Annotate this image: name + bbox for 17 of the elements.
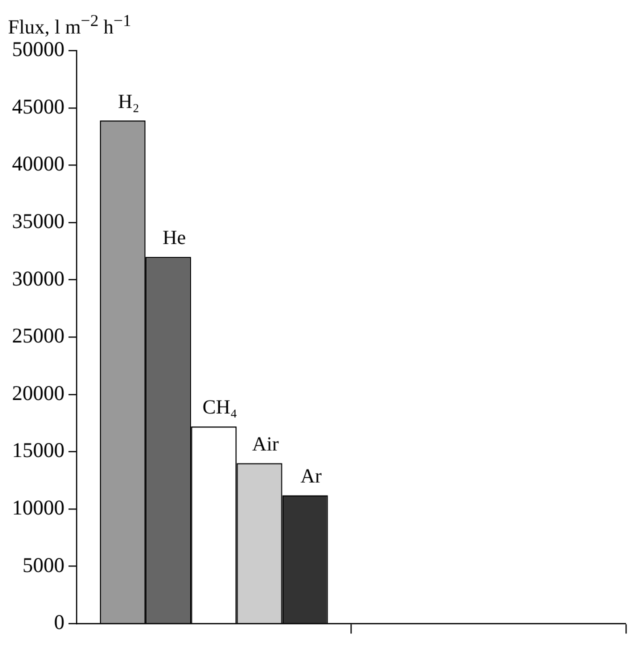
y-tick-label: 15000 <box>12 438 64 462</box>
y-tick-label: 40000 <box>12 152 64 176</box>
y-tick-label: 45000 <box>12 94 64 118</box>
series-label: He <box>162 227 186 250</box>
series-label: H₂ <box>118 90 140 113</box>
y-tick-label: 50000 <box>12 37 64 62</box>
series-label: Ar <box>300 466 322 488</box>
y-axis-title: Flux, l m$^{−2}$ h$^{−1}$ <box>8 10 132 39</box>
y-tick-label: 10000 <box>12 496 64 520</box>
y-tick-label: 20000 <box>12 380 64 405</box>
y-tick-label: 35000 <box>12 209 64 234</box>
series-label: Air <box>252 433 280 456</box>
y-tick-label: 0 <box>54 610 64 634</box>
y-tick-label: 30000 <box>12 266 64 290</box>
series-label: CH₄ <box>202 396 238 419</box>
y-tick-label: 25000 <box>12 324 64 348</box>
y-tick-label: 5000 <box>22 552 64 577</box>
